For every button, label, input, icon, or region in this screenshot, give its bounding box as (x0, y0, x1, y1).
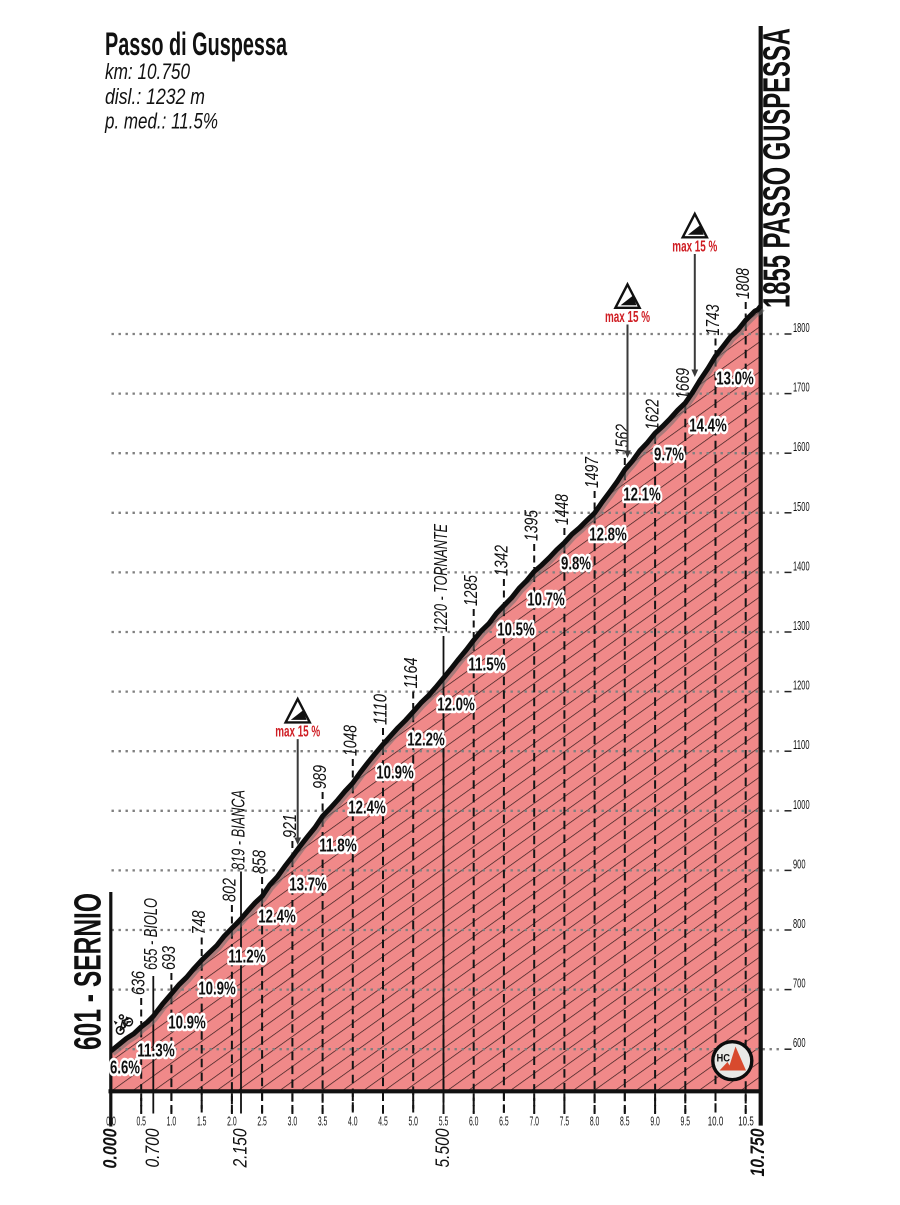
svg-text:2.0: 2.0 (227, 1114, 237, 1129)
svg-text:max 15 %: max 15 % (275, 724, 320, 741)
svg-text:3.5: 3.5 (318, 1114, 328, 1129)
svg-text:12.4%: 12.4% (348, 797, 386, 818)
svg-text:636: 636 (129, 970, 149, 995)
svg-text:0.700: 0.700 (143, 1128, 164, 1167)
svg-text:655 - BIOLO: 655 - BIOLO (141, 898, 161, 970)
svg-text:1110: 1110 (371, 694, 391, 725)
svg-text:10.9%: 10.9% (168, 1012, 206, 1033)
svg-text:1800: 1800 (793, 320, 810, 335)
svg-text:p. med.: 11.5%: p. med.: 11.5% (104, 109, 218, 134)
svg-text:12.8%: 12.8% (589, 524, 627, 545)
svg-text:0.5: 0.5 (136, 1114, 146, 1129)
svg-text:802: 802 (219, 878, 239, 902)
svg-text:8.0: 8.0 (590, 1114, 600, 1129)
svg-text:km: 10.750: km: 10.750 (105, 59, 191, 84)
svg-text:12.4%: 12.4% (258, 906, 296, 927)
svg-text:6.6%: 6.6% (110, 1057, 140, 1078)
svg-text:11.3%: 11.3% (137, 1040, 175, 1061)
svg-text:1855 PASSO GUSPESSA: 1855 PASSO GUSPESSA (757, 28, 799, 308)
svg-text:10.5%: 10.5% (497, 619, 535, 640)
svg-text:1000: 1000 (793, 797, 810, 812)
svg-text:12.2%: 12.2% (407, 729, 445, 750)
svg-text:9.5: 9.5 (681, 1114, 691, 1129)
svg-text:1448: 1448 (552, 494, 572, 525)
svg-text:1.0: 1.0 (167, 1114, 177, 1129)
svg-text:4.0: 4.0 (348, 1114, 358, 1129)
svg-text:900: 900 (793, 856, 806, 871)
svg-text:9.7%: 9.7% (654, 444, 684, 465)
svg-text:10.7%: 10.7% (527, 589, 565, 610)
svg-text:1400: 1400 (793, 558, 810, 573)
svg-text:748: 748 (189, 911, 209, 935)
svg-text:1562: 1562 (612, 424, 632, 455)
svg-text:600: 600 (793, 1035, 806, 1050)
svg-text:1.5: 1.5 (197, 1114, 207, 1129)
svg-text:1395: 1395 (522, 509, 542, 541)
svg-text:5.5: 5.5 (439, 1114, 449, 1129)
svg-text:10.9%: 10.9% (198, 978, 236, 999)
svg-text:9.8%: 9.8% (561, 553, 591, 574)
svg-text:13.7%: 13.7% (289, 874, 327, 895)
svg-text:4.5: 4.5 (378, 1114, 388, 1129)
svg-text:601 - SERNIO: 601 - SERNIO (68, 893, 110, 1050)
svg-text:1048: 1048 (340, 725, 360, 756)
svg-text:693: 693 (159, 946, 179, 970)
svg-text:2.5: 2.5 (257, 1114, 267, 1129)
svg-text:7.0: 7.0 (529, 1114, 539, 1129)
svg-text:3.0: 3.0 (288, 1114, 298, 1129)
svg-text:HC: HC (717, 1053, 731, 1065)
svg-text:2.150: 2.150 (231, 1128, 252, 1168)
svg-text:1500: 1500 (793, 499, 810, 514)
svg-text:11.8%: 11.8% (319, 835, 357, 856)
svg-text:800: 800 (793, 916, 806, 931)
svg-text:9.0: 9.0 (650, 1114, 660, 1129)
svg-text:0.0: 0.0 (106, 1114, 116, 1129)
svg-text:1497: 1497 (582, 456, 602, 488)
svg-text:12.0%: 12.0% (437, 694, 475, 715)
svg-text:819 - BIANCA: 819 - BIANCA (229, 790, 249, 870)
svg-text:disl.: 1232 m: disl.: 1232 m (105, 84, 205, 109)
svg-text:14.4%: 14.4% (689, 415, 727, 436)
svg-text:700: 700 (793, 976, 806, 991)
svg-text:1600: 1600 (793, 439, 810, 454)
svg-text:1700: 1700 (793, 380, 810, 395)
svg-text:1100: 1100 (793, 737, 810, 752)
svg-text:0.000: 0.000 (101, 1128, 122, 1168)
svg-text:12.1%: 12.1% (623, 484, 661, 505)
svg-text:1743: 1743 (703, 305, 723, 336)
svg-text:10.5: 10.5 (738, 1114, 754, 1129)
svg-text:11.2%: 11.2% (228, 946, 266, 967)
svg-text:1200: 1200 (793, 678, 810, 693)
svg-text:7.5: 7.5 (560, 1114, 570, 1129)
svg-text:989: 989 (310, 765, 330, 789)
svg-text:max 15 %: max 15 % (605, 309, 650, 326)
svg-text:11.5%: 11.5% (468, 654, 506, 675)
svg-text:10.9%: 10.9% (376, 762, 414, 783)
svg-text:5.0: 5.0 (408, 1114, 418, 1129)
svg-text:1300: 1300 (793, 618, 810, 633)
svg-text:10.750: 10.750 (748, 1128, 769, 1176)
svg-text:1220 - TORNANTE: 1220 - TORNANTE (431, 523, 451, 632)
svg-text:8.5: 8.5 (620, 1114, 630, 1129)
svg-text:1622: 1622 (643, 399, 663, 430)
svg-text:858: 858 (250, 850, 270, 874)
svg-text:5.500: 5.500 (433, 1128, 454, 1167)
svg-text:1164: 1164 (401, 658, 421, 689)
svg-text:6.5: 6.5 (499, 1114, 509, 1129)
svg-text:max 15 %: max 15 % (672, 239, 717, 256)
svg-text:Passo di Guspessa: Passo di Guspessa (105, 26, 287, 62)
svg-text:1285: 1285 (461, 574, 481, 606)
svg-text:10.0: 10.0 (708, 1114, 724, 1129)
svg-text:1342: 1342 (491, 545, 511, 576)
svg-text:6.0: 6.0 (469, 1114, 479, 1129)
svg-text:13.0%: 13.0% (716, 368, 754, 389)
svg-text:1808: 1808 (733, 268, 753, 299)
